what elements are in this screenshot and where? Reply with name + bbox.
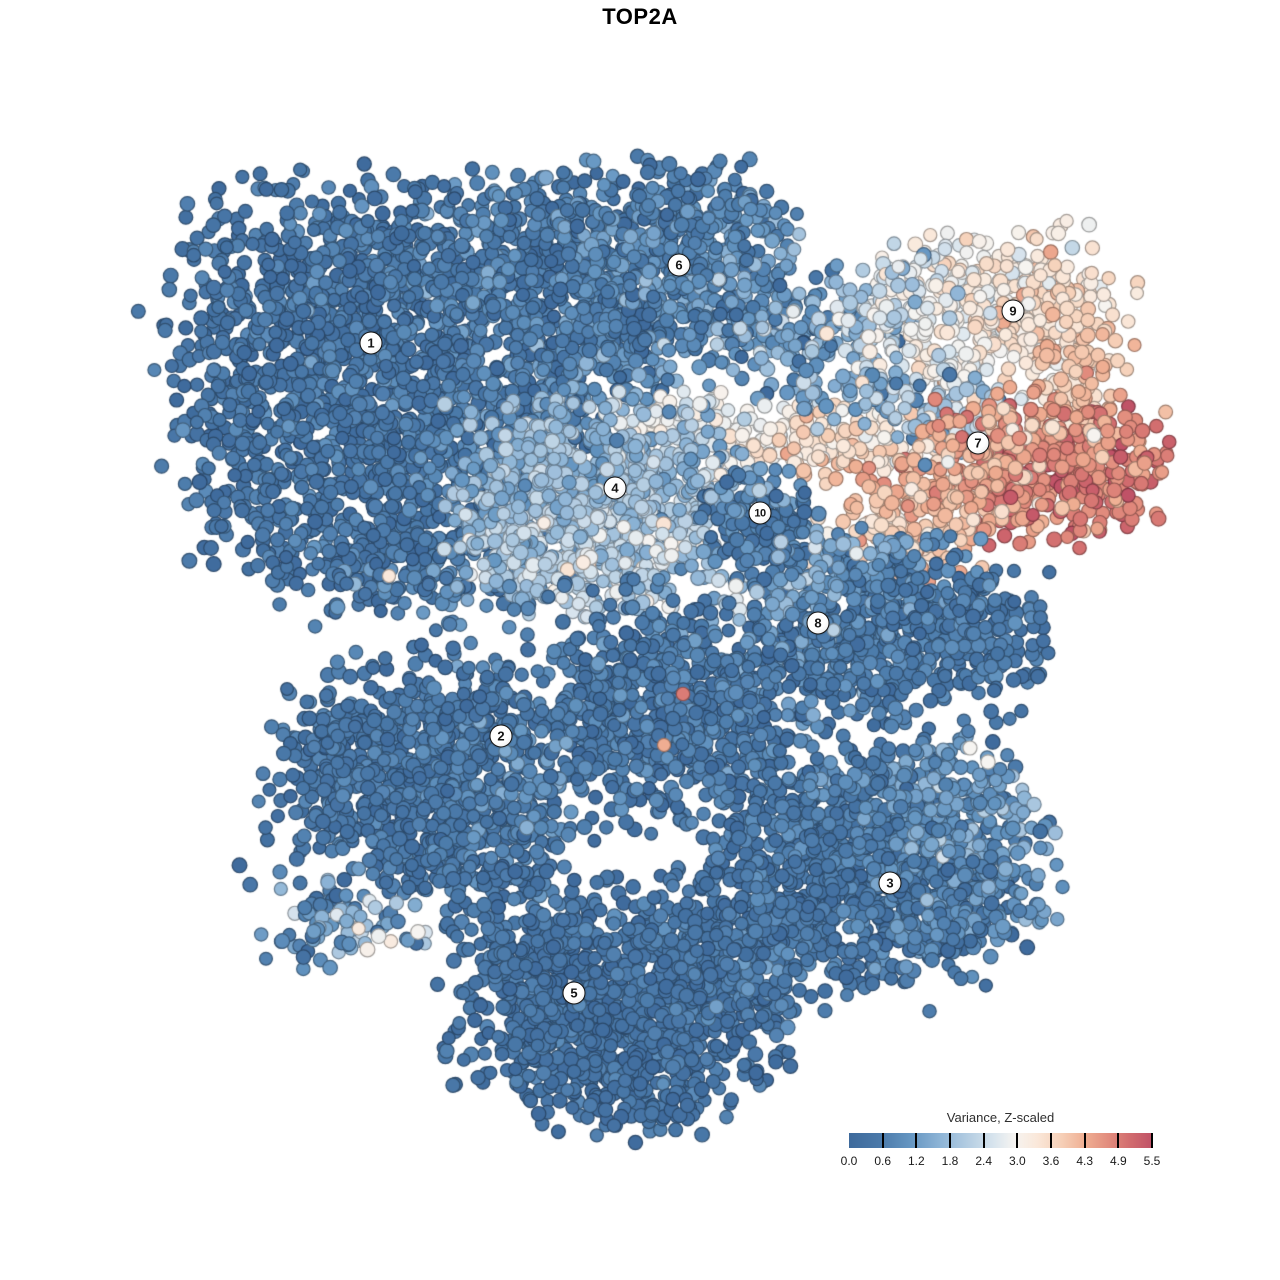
colorbar-tick-mark xyxy=(1083,1133,1086,1148)
colorbar-tick-label: 4.9 xyxy=(1109,1154,1127,1168)
colorbar-tick-label: 2.4 xyxy=(975,1154,992,1168)
colorbar-tick-mark xyxy=(1016,1133,1019,1148)
colorbar-tick-mark xyxy=(881,1133,884,1148)
colorbar-tick-mark xyxy=(915,1133,918,1148)
colorbar-tick-label: 5.5 xyxy=(1143,1154,1161,1168)
colorbar-legend: Variance, Z-scaled 0.0 0.6 1.2 1.8 2.4 3.0 3.6… xyxy=(841,1110,1161,1176)
legend-title: Variance, Z-scaled xyxy=(946,1110,1055,1125)
colorbar-tick-label: 0.0 xyxy=(840,1154,858,1168)
colorbar-tick-label: 0.6 xyxy=(874,1154,891,1168)
colorbar-tick-mark xyxy=(982,1133,985,1148)
colorbar-tick-mark xyxy=(1117,1133,1120,1148)
colorbar-tick-label: 1.2 xyxy=(907,1154,925,1168)
colorbar-tick-mark xyxy=(1050,1133,1052,1148)
colorbar-tick-mark xyxy=(1151,1133,1153,1148)
colorbar-tick-label: 3.6 xyxy=(1042,1154,1060,1168)
colorbar-tick-label: 4.3 xyxy=(1076,1154,1093,1168)
colorbar xyxy=(849,1133,1152,1148)
plot-title: TOP2A xyxy=(602,4,678,29)
colorbar-tick-labels: 0.0 0.6 1.2 1.8 2.4 3.0 3.6 4.3 4.9 5.5 xyxy=(841,1154,1161,1170)
colorbar-tick-mark xyxy=(949,1133,951,1148)
colorbar-tick-label: 3.0 xyxy=(1008,1154,1026,1168)
colorbar-tick-label: 1.8 xyxy=(941,1154,959,1168)
